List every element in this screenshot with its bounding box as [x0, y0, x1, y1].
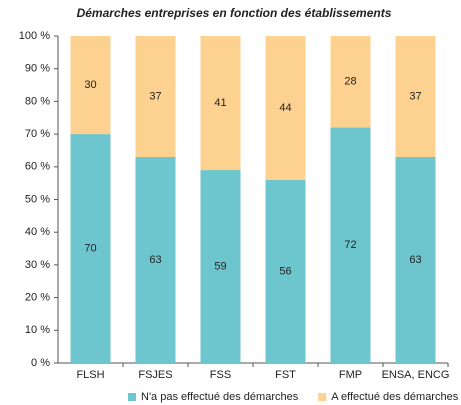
x-tick-label: FSS — [210, 369, 231, 381]
bar-segment — [265, 179, 306, 363]
bar-segment — [135, 156, 176, 363]
x-tick-label: FSJES — [138, 369, 172, 381]
data-label: 63 — [149, 254, 161, 266]
data-label: 37 — [409, 90, 421, 102]
legend-swatch — [318, 393, 327, 401]
legend-label: A effectué des démarches — [331, 391, 458, 403]
y-tick-label: 70 % — [25, 128, 50, 140]
bar-segment — [330, 36, 371, 128]
y-tick-label: 0 % — [31, 357, 50, 369]
bar-segment — [395, 36, 436, 157]
data-label: 37 — [149, 90, 161, 102]
data-label: 44 — [279, 102, 291, 114]
y-tick-label: 40 % — [25, 226, 50, 238]
bar-segment — [330, 127, 371, 363]
y-tick-label: 20 % — [25, 292, 50, 304]
y-tick-label: 60 % — [25, 161, 50, 173]
y-tick-label: 100 % — [19, 30, 50, 42]
legend-swatch — [128, 393, 136, 401]
data-label: 59 — [214, 260, 226, 272]
data-label: 56 — [279, 265, 291, 277]
data-label: 63 — [409, 254, 421, 266]
bar-segment — [265, 36, 306, 180]
data-label: 30 — [84, 79, 96, 91]
x-tick-label: FLSH — [76, 369, 104, 381]
data-label: 70 — [84, 242, 96, 254]
bar-segment — [395, 156, 436, 363]
bar-segment — [70, 36, 111, 135]
bar-segment — [70, 134, 111, 363]
data-label: 28 — [344, 76, 356, 88]
y-tick-label: 10 % — [25, 324, 50, 336]
data-label: 72 — [344, 239, 356, 251]
y-tick-label: 90 % — [25, 63, 50, 75]
bar-segment — [200, 36, 241, 171]
chart-title: Démarches entreprises en fonction des ét… — [77, 6, 392, 20]
data-label: 41 — [214, 97, 226, 109]
bar-segment — [135, 36, 176, 157]
legend-label: N'a pas effectué des démarches — [141, 391, 299, 403]
x-tick-label: FST — [275, 369, 296, 381]
x-tick-label: FMP — [339, 369, 362, 381]
y-tick-label: 30 % — [25, 259, 50, 271]
x-tick-label: ENSA, ENCG — [382, 369, 450, 381]
y-tick-label: 50 % — [25, 193, 50, 205]
y-tick-label: 80 % — [25, 95, 50, 107]
bar-segment — [200, 170, 241, 363]
